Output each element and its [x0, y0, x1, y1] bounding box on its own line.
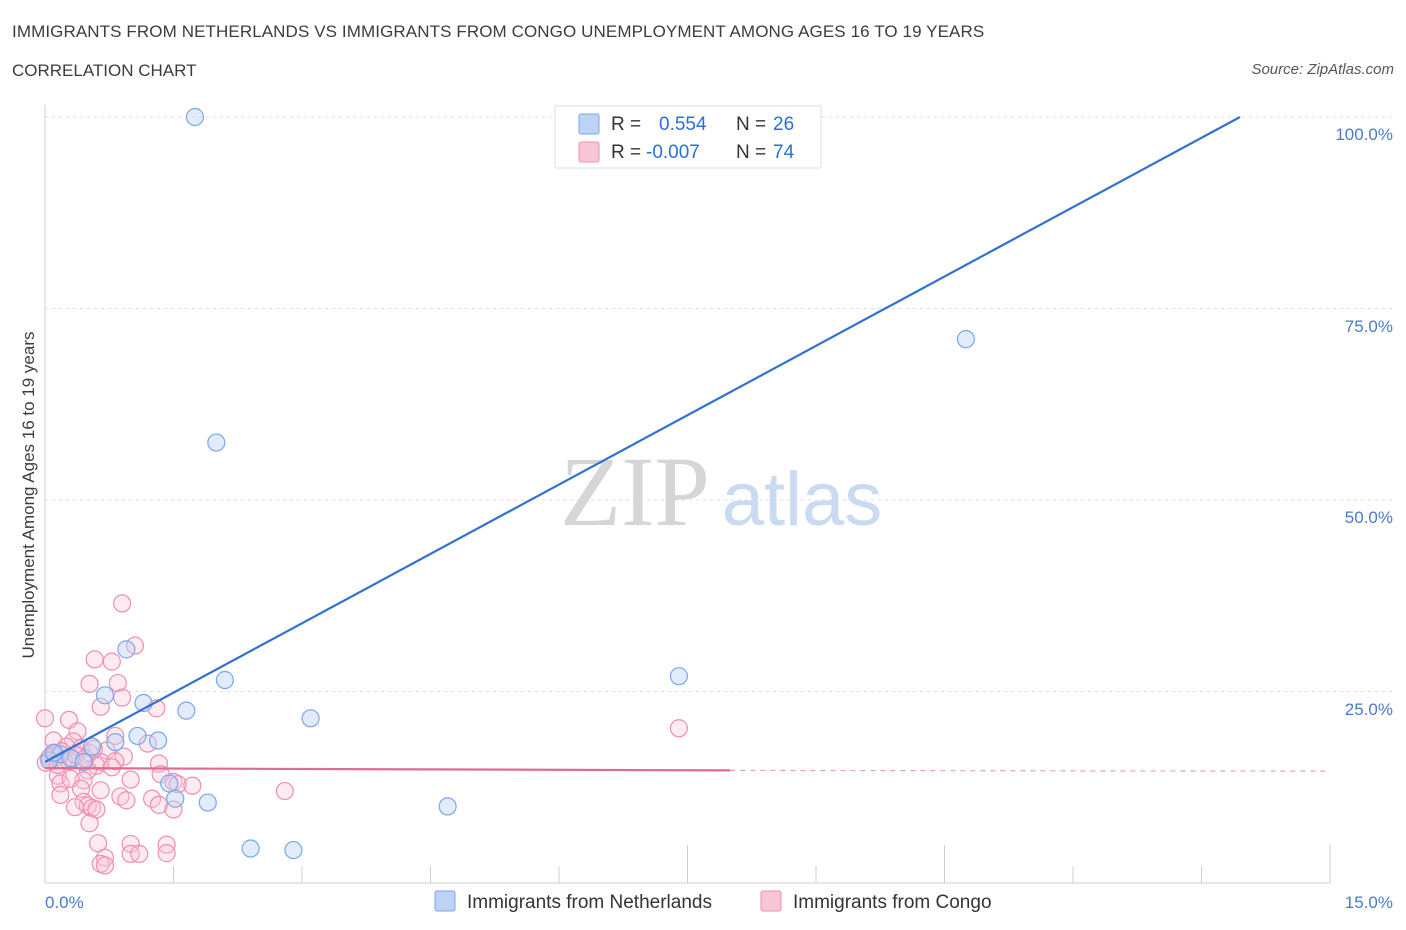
congo-point — [669, 719, 689, 738]
congo-point — [149, 795, 169, 814]
netherlands-point — [117, 640, 136, 659]
chart-subtitle: CORRELATION CHART — [12, 61, 197, 80]
congo-point — [35, 709, 55, 728]
congo-point — [91, 697, 110, 716]
y-tick-label: 75.0% — [1345, 317, 1393, 336]
netherlands-point — [128, 726, 147, 746]
congo-point — [112, 688, 132, 707]
netherlands-point — [148, 731, 168, 750]
x-tick-label: 0.0% — [45, 893, 84, 912]
legend-r-label: R = — [611, 114, 641, 135]
congo-point — [89, 834, 108, 853]
legend-r-label: R = — [611, 142, 641, 163]
congo-point — [65, 798, 85, 817]
bottom-legend-swatch-congo — [760, 890, 782, 912]
netherlands-point — [207, 433, 226, 452]
congo-point — [157, 844, 176, 863]
netherlands-point — [74, 752, 93, 772]
congo-trend-line — [44, 766, 731, 772]
legend-r-congo: -0.007 — [646, 142, 700, 163]
congo-point — [106, 726, 125, 746]
congo-point — [91, 781, 110, 800]
congo-point — [51, 785, 70, 805]
legend-swatch-netherlands — [578, 113, 600, 135]
netherlands-trend-line — [44, 116, 1241, 763]
congo-point — [80, 814, 99, 833]
watermark: ZIP atlas — [560, 436, 882, 547]
netherlands-point — [438, 797, 457, 816]
netherlands-point — [166, 789, 185, 808]
netherlands-point — [177, 701, 196, 720]
netherlands-point — [83, 737, 102, 756]
gridlines — [45, 116, 1392, 692]
netherlands-point — [301, 709, 320, 728]
bottom-legend-swatch-netherlands — [434, 890, 456, 912]
y-tick-label: 50.0% — [1345, 508, 1393, 527]
legend-n-label: N = — [736, 114, 766, 135]
legend-n-label: N = — [736, 142, 766, 163]
netherlands-point — [241, 839, 260, 858]
netherlands-point — [198, 793, 217, 812]
congo-point — [108, 673, 127, 693]
congo-point — [142, 789, 162, 808]
legend-n-congo: 74 — [773, 142, 795, 163]
chart-title: IMMIGRANTS FROM NETHERLANDS VS IMMIGRANT… — [12, 22, 985, 41]
netherlands-point — [669, 667, 689, 686]
legend-r-netherlands: 0.554 — [659, 114, 707, 135]
netherlands-point — [160, 774, 179, 793]
congo-trend-extension — [730, 769, 1331, 772]
legend-swatch-congo — [578, 141, 600, 163]
congo-point — [114, 747, 133, 766]
bottom-legend-netherlands: Immigrants from Netherlands — [467, 892, 712, 913]
congo-point — [80, 674, 99, 693]
congo-point — [130, 844, 149, 863]
bottom-legend-congo: Immigrants from Congo — [793, 892, 992, 913]
netherlands-point — [215, 670, 234, 690]
y-axis-label: Unemployment Among Ages 16 to 19 years — [19, 332, 38, 659]
congo-point — [112, 594, 132, 613]
y-tick-label: 100.0% — [1335, 125, 1393, 144]
congo-point — [121, 770, 140, 789]
congo-point — [95, 856, 115, 875]
congo-point — [125, 636, 145, 655]
congo-point — [85, 650, 104, 669]
legend-n-netherlands: 26 — [773, 114, 794, 135]
trend-lines — [44, 116, 1331, 772]
congo-point — [183, 776, 202, 795]
congo-point — [138, 734, 157, 753]
watermark-zip: ZIP — [560, 436, 710, 547]
netherlands-point — [95, 686, 115, 705]
congo-point — [102, 652, 121, 671]
netherlands-point — [185, 107, 205, 127]
correlation-legend: R = 0.554 N = 26 R = -0.007 N = 74 — [554, 105, 822, 169]
netherlands-point — [284, 840, 303, 860]
congo-point — [117, 791, 136, 810]
source-label: Source: ZipAtlas.com — [1251, 61, 1394, 78]
x-tick-label: 15.0% — [1345, 893, 1393, 912]
congo-point — [275, 781, 294, 801]
series-legend: Immigrants from Netherlands Immigrants f… — [434, 890, 992, 913]
netherlands-point — [44, 743, 63, 762]
y-tick-label: 25.0% — [1345, 700, 1393, 719]
watermark-atlas: atlas — [722, 457, 883, 542]
netherlands-point — [956, 330, 976, 349]
netherlands-point — [106, 732, 125, 752]
